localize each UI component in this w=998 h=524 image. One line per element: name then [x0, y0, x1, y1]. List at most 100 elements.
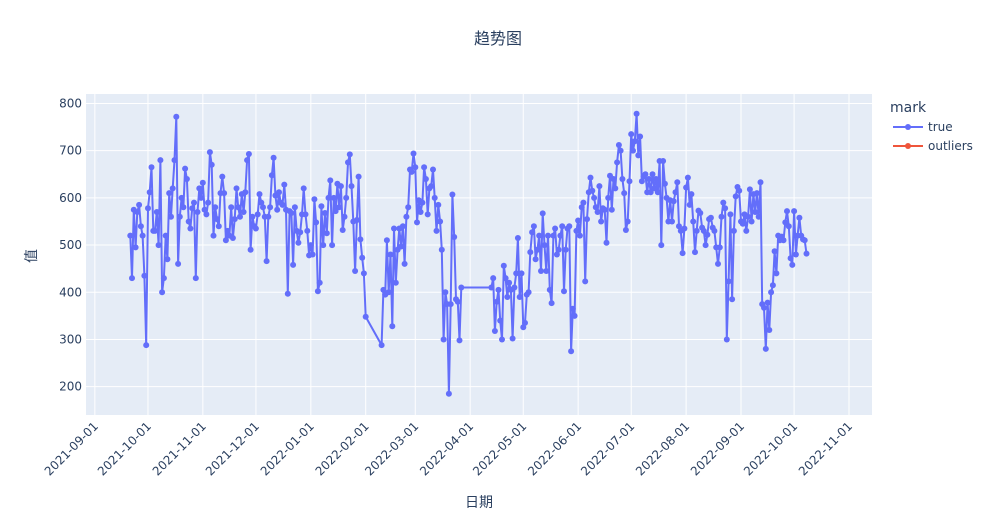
- x-tick-label: 2021-09-01: [42, 419, 101, 478]
- data-point: [506, 279, 513, 286]
- data-point: [399, 223, 406, 230]
- data-point: [732, 193, 739, 200]
- data-point: [383, 237, 390, 244]
- data-point: [456, 337, 463, 344]
- data-point: [792, 251, 799, 258]
- legend-item-true[interactable]: true: [893, 120, 953, 134]
- data-point: [589, 187, 596, 194]
- legend-item-outliers[interactable]: outliers: [893, 139, 973, 153]
- data-point: [707, 214, 714, 221]
- data-point: [180, 204, 187, 211]
- data-point: [191, 199, 197, 206]
- data-point: [235, 204, 242, 211]
- data-point: [796, 214, 803, 221]
- data-point: [422, 176, 429, 182]
- data-point: [414, 219, 420, 226]
- data-point: [645, 176, 652, 182]
- data-point: [389, 323, 396, 330]
- data-point: [803, 250, 810, 257]
- data-point: [573, 227, 580, 234]
- data-point: [761, 304, 767, 311]
- data-point: [385, 289, 392, 296]
- data-point: [504, 294, 511, 300]
- data-point: [529, 229, 536, 236]
- data-point: [780, 237, 787, 244]
- data-point: [300, 185, 307, 192]
- data-point: [500, 262, 507, 269]
- y-tick-label: 300: [59, 332, 82, 346]
- data-point: [575, 217, 582, 224]
- data-point: [336, 204, 343, 211]
- data-point: [182, 165, 189, 172]
- data-point: [438, 246, 445, 253]
- x-tick-label: 2022-09-01: [688, 419, 747, 478]
- data-point: [491, 328, 498, 334]
- data-point: [661, 180, 668, 187]
- data-point: [136, 201, 143, 208]
- data-point: [516, 294, 523, 300]
- data-point: [722, 205, 729, 212]
- data-point: [403, 213, 410, 220]
- data-point: [594, 209, 601, 215]
- data-point: [458, 284, 465, 291]
- data-point: [736, 187, 743, 194]
- data-point: [258, 199, 265, 206]
- data-point: [302, 211, 309, 218]
- data-point: [670, 198, 677, 205]
- data-point: [127, 232, 134, 239]
- data-point: [137, 223, 144, 230]
- data-point: [270, 154, 277, 161]
- data-point: [716, 244, 723, 251]
- data-point: [332, 208, 339, 215]
- data-point: [228, 204, 235, 211]
- data-point: [157, 157, 164, 164]
- chart-title: 趋势图: [474, 29, 522, 48]
- data-point: [421, 164, 428, 171]
- y-tick-label: 700: [59, 144, 82, 158]
- legend-swatch-marker: [905, 124, 911, 130]
- data-point: [405, 204, 412, 211]
- data-point: [550, 232, 557, 239]
- data-point: [424, 211, 431, 218]
- data-point: [360, 270, 367, 277]
- data-point: [601, 206, 608, 213]
- data-point: [219, 173, 226, 180]
- data-point: [513, 270, 520, 277]
- data-point: [267, 204, 274, 211]
- data-point: [348, 183, 355, 190]
- x-tick-label: 2021-12-01: [203, 419, 262, 478]
- data-point: [401, 260, 408, 267]
- series-layer: [127, 110, 810, 397]
- x-tick-label: 2021-10-01: [95, 419, 154, 478]
- data-point: [725, 278, 732, 285]
- data-point: [440, 336, 447, 343]
- y-tick-label: 600: [59, 191, 82, 205]
- data-point: [647, 189, 654, 196]
- data-point: [651, 185, 658, 192]
- data-point: [178, 194, 185, 201]
- data-point: [359, 254, 366, 261]
- data-point: [437, 218, 444, 225]
- data-point: [205, 199, 212, 206]
- data-point: [672, 189, 679, 196]
- data-point: [702, 242, 709, 249]
- data-point: [555, 246, 562, 253]
- data-point: [748, 218, 755, 225]
- data-point: [700, 227, 707, 234]
- data-point: [729, 296, 736, 303]
- data-point: [152, 227, 158, 234]
- data-point: [746, 186, 753, 193]
- data-point: [546, 286, 553, 293]
- data-point: [189, 205, 196, 212]
- data-point: [690, 218, 697, 225]
- data-point: [391, 225, 397, 232]
- data-point: [697, 210, 704, 216]
- y-tick-label: 200: [59, 380, 82, 394]
- data-point: [265, 213, 272, 220]
- data-point: [743, 227, 750, 234]
- data-point: [341, 213, 348, 220]
- data-point: [339, 227, 346, 233]
- data-point: [584, 216, 590, 223]
- data-point: [166, 190, 173, 197]
